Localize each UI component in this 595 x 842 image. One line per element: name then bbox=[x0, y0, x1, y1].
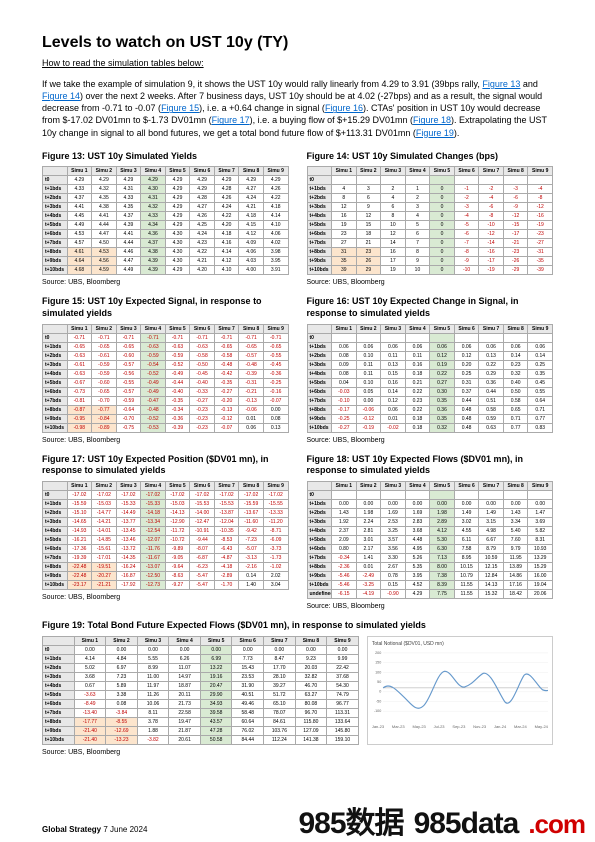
intro-para: If we take the example of simulation 9, … bbox=[42, 78, 553, 139]
fig18-table: Simu 1Simu 2Simu 3Simu 4Simu 5Simu 6Simu… bbox=[307, 481, 554, 599]
svg-text:50: 50 bbox=[377, 680, 381, 684]
fig16-src: Source: UBS, Bloomberg bbox=[307, 437, 554, 444]
fig13-title: Figure 13: UST 10y Simulated Yields bbox=[42, 151, 289, 163]
fig17-table: Simu 1Simu 2Simu 3Simu 4Simu 5Simu 6Simu… bbox=[42, 481, 289, 590]
fig15-table: Simu 1Simu 2Simu 3Simu 4Simu 5Simu 6Simu… bbox=[42, 324, 289, 433]
svg-text:100: 100 bbox=[375, 670, 381, 674]
footer-date-txt: 7 June 2024 bbox=[103, 825, 147, 834]
wm-c: .com bbox=[528, 809, 585, 840]
fig17-src: Source: UBS, Bloomberg bbox=[42, 594, 289, 601]
fig15-src: Source: UBS, Bloomberg bbox=[42, 437, 289, 444]
wm-a: 985数据 bbox=[299, 798, 404, 842]
fig14-table: Simu 1Simu 2Simu 3Simu 4Simu 5Simu 6Simu… bbox=[307, 166, 554, 275]
page-title: Levels to watch on UST 10y (TY) bbox=[42, 34, 553, 52]
fig19-src: Source: UBS, Bloomberg bbox=[42, 749, 553, 756]
svg-text:150: 150 bbox=[375, 660, 381, 664]
svg-text:0: 0 bbox=[379, 690, 381, 694]
fig19-table: Simu 1Simu 2Simu 3Simu 4Simu 5Simu 6Simu… bbox=[42, 636, 359, 745]
fig18-src: Source: UBS, Bloomberg bbox=[307, 603, 554, 610]
fig17-title: Figure 17: UST 10y Expected Position ($D… bbox=[42, 454, 289, 477]
svg-text:-50: -50 bbox=[376, 699, 381, 703]
svg-text:-100: -100 bbox=[374, 709, 381, 713]
chart-xticks: Jan-23Mar-23May-23Jul-23Sep-23Nov-23Jan-… bbox=[372, 724, 548, 729]
fig15-title: Figure 15: UST 10y Expected Signal, in r… bbox=[42, 296, 289, 319]
chart-svg: 200 150 100 50 0 -50 -100 bbox=[372, 649, 548, 719]
howto-line: How to read the simulation tables below: bbox=[42, 58, 553, 68]
fig14-src: Source: UBS, Bloomberg bbox=[307, 279, 554, 286]
watermark: 985数据 985data .com bbox=[299, 798, 586, 842]
fig13-table: Simu 1Simu 2Simu 3Simu 4Simu 5Simu 6Simu… bbox=[42, 166, 289, 275]
fig19-title: Figure 19: Total Bond Future Expected Fl… bbox=[42, 620, 553, 632]
footer-title: Global Strategy bbox=[42, 825, 101, 834]
fig18-title: Figure 18: UST 10y Expected Flows ($DV01… bbox=[307, 454, 554, 477]
chart-title: Total Notional ($DV01, USD mn) bbox=[372, 641, 548, 647]
svg-text:200: 200 bbox=[375, 651, 381, 655]
wm-b: 985data bbox=[414, 807, 519, 841]
fig16-table: Simu 1Simu 2Simu 3Simu 4Simu 5Simu 6Simu… bbox=[307, 324, 554, 433]
fig14-title: Figure 14: UST 10y Simulated Changes (bp… bbox=[307, 151, 554, 163]
fig13-src: Source: UBS, Bloomberg bbox=[42, 279, 289, 286]
fig16-title: Figure 16: UST 10y Expected Change in Si… bbox=[307, 296, 554, 319]
fig19-chart: Total Notional ($DV01, USD mn) 200 150 100… bbox=[367, 636, 553, 745]
